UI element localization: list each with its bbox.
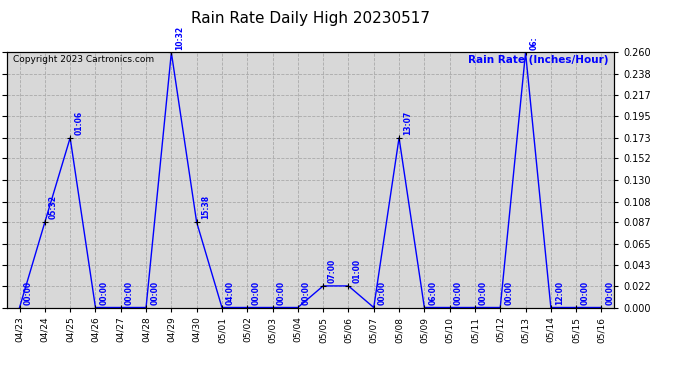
Text: Rain Rate (Inches/Hour): Rain Rate (Inches/Hour) xyxy=(468,55,608,65)
Text: 00:00: 00:00 xyxy=(454,280,463,305)
Text: 00:00: 00:00 xyxy=(606,280,615,305)
Text: 04:00: 04:00 xyxy=(226,280,235,305)
Text: 06:00: 06:00 xyxy=(428,280,437,305)
Text: 06:: 06: xyxy=(530,36,539,50)
Text: 00:00: 00:00 xyxy=(302,280,311,305)
Text: 00:00: 00:00 xyxy=(378,280,387,305)
Text: 00:00: 00:00 xyxy=(580,280,589,305)
Text: Copyright 2023 Cartronics.com: Copyright 2023 Cartronics.com xyxy=(13,55,154,64)
Text: 12:00: 12:00 xyxy=(555,280,564,305)
Text: 00:00: 00:00 xyxy=(251,280,260,305)
Text: 01:06: 01:06 xyxy=(75,111,83,135)
Text: 00:00: 00:00 xyxy=(479,280,488,305)
Text: 00:00: 00:00 xyxy=(125,280,134,305)
Text: 05:32: 05:32 xyxy=(49,195,58,219)
Text: 15:38: 15:38 xyxy=(201,195,210,219)
Text: 13:07: 13:07 xyxy=(403,111,412,135)
Text: 00:00: 00:00 xyxy=(99,280,108,305)
Text: 00:00: 00:00 xyxy=(150,280,159,305)
Text: 01:00: 01:00 xyxy=(353,259,362,283)
Text: Rain Rate Daily High 20230517: Rain Rate Daily High 20230517 xyxy=(191,11,430,26)
Text: 07:00: 07:00 xyxy=(327,259,336,283)
Text: 00:00: 00:00 xyxy=(23,280,32,305)
Text: 00:00: 00:00 xyxy=(277,280,286,305)
Text: 00:00: 00:00 xyxy=(504,280,513,305)
Text: 10:32: 10:32 xyxy=(175,26,184,50)
